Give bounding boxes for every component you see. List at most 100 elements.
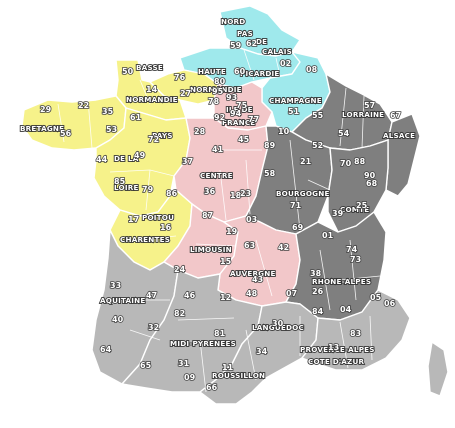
department-number-89: 89 — [264, 141, 276, 150]
department-number-84: 84 — [312, 307, 324, 316]
department-number-05: 05 — [370, 293, 382, 302]
label-poitou: POITOU — [142, 213, 174, 222]
department-number-62: 62 — [246, 39, 257, 48]
department-number-61: 61 — [130, 113, 142, 122]
department-number-07: 07 — [286, 289, 297, 298]
department-number-18: 18 — [230, 191, 242, 200]
department-number-94: 94 — [230, 109, 242, 118]
department-number-81: 81 — [214, 329, 226, 338]
label-auvergne: AUVERGNE — [230, 269, 276, 278]
department-number-64: 64 — [100, 345, 112, 354]
department-number-15: 15 — [220, 257, 232, 266]
department-number-70: 70 — [340, 159, 352, 168]
department-number-45: 45 — [238, 135, 250, 144]
label-de-la: DE LA — [114, 154, 139, 163]
department-number-79: 79 — [142, 185, 154, 194]
department-number-34: 34 — [256, 347, 268, 356]
department-number-95: 95 — [212, 87, 224, 96]
department-number-03: 03 — [246, 215, 257, 224]
department-number-14: 14 — [146, 85, 158, 94]
department-number-11: 11 — [222, 363, 234, 372]
department-number-68: 68 — [366, 179, 378, 188]
department-number-57: 57 — [364, 101, 375, 110]
department-number-23: 23 — [240, 189, 251, 198]
department-number-77: 77 — [248, 115, 259, 124]
label-picardie: PICARDIE — [240, 69, 279, 78]
department-number-26: 26 — [312, 287, 324, 296]
label-nord: NORD — [221, 17, 245, 26]
label-lorraine: LORRAINE — [342, 110, 384, 119]
department-number-53: 53 — [106, 125, 117, 134]
department-number-43: 43 — [252, 275, 263, 284]
department-number-52: 52 — [312, 141, 323, 150]
department-number-42: 42 — [278, 243, 289, 252]
department-borders — [57, 49, 381, 393]
department-number-22: 22 — [78, 101, 89, 110]
label-haute: HAUTE — [198, 67, 226, 76]
label-pas: PAS — [237, 29, 253, 38]
department-number-73: 73 — [350, 255, 361, 264]
label-comte: COMTE — [340, 205, 369, 214]
department-number-47: 47 — [146, 291, 157, 300]
label-ile-de: ILE DE — [226, 105, 253, 114]
department-number-33: 33 — [110, 281, 121, 290]
department-number-09: 09 — [184, 373, 196, 382]
department-number-50: 50 — [122, 67, 134, 76]
department-number-86: 86 — [166, 189, 178, 198]
department-number-44: 44 — [96, 155, 108, 164]
department-number-39: 39 — [332, 209, 344, 218]
department-number-63: 63 — [244, 241, 255, 250]
label-normandie-h: NORMANDIE — [190, 85, 242, 94]
region-franche-comte — [327, 139, 389, 233]
department-number-30: 30 — [272, 319, 284, 328]
department-number-32: 32 — [148, 323, 159, 332]
department-number-35: 35 — [102, 107, 114, 116]
department-number-82: 82 — [174, 309, 185, 318]
department-number-51: 51 — [288, 107, 300, 116]
region-alsace — [385, 113, 421, 197]
label-calais: CALAIS — [262, 47, 292, 56]
label-alsace: ALSACE — [383, 131, 415, 140]
department-number-19: 19 — [226, 227, 238, 236]
label-midi-pyrenees: MIDI-PYRENEES — [170, 339, 236, 348]
department-number-75: 75 — [236, 101, 248, 110]
department-number-40: 40 — [112, 315, 124, 324]
label-bretagne: BRETAGNE — [20, 124, 64, 133]
department-number-69: 69 — [292, 223, 304, 232]
department-number-59: 59 — [230, 41, 242, 50]
department-number-65: 65 — [140, 361, 152, 370]
department-number-10: 10 — [278, 127, 290, 136]
department-number-06: 06 — [384, 299, 396, 308]
department-number-56: 56 — [60, 129, 72, 138]
department-number-25: 25 — [356, 201, 368, 210]
department-number-01: 01 — [322, 231, 334, 240]
department-number-83: 83 — [350, 329, 361, 338]
department-number-58: 58 — [264, 169, 276, 178]
department-number-12: 12 — [220, 293, 231, 302]
label-bourgogne: BOURGOGNE — [276, 189, 330, 198]
region-labels: NORD PAS DE CALAIS HAUTE NORMANDIE PICAR… — [19, 16, 416, 381]
department-number-17: 17 — [128, 215, 139, 224]
department-number-78: 78 — [208, 97, 220, 106]
department-number-54: 54 — [338, 129, 350, 138]
region-corse — [427, 341, 449, 397]
department-number-60: 60 — [234, 67, 246, 76]
department-number-21: 21 — [300, 157, 312, 166]
department-number-16: 16 — [160, 223, 172, 232]
department-number-29: 29 — [40, 105, 52, 114]
department-number-08: 08 — [306, 65, 318, 74]
label-provence: PROVENCE-ALPES — [300, 345, 375, 354]
label-limousin: LIMOUSIN — [190, 245, 232, 254]
department-number-37: 37 — [182, 157, 193, 166]
label-normandie-b: NORMANDIE — [126, 95, 178, 104]
label-france: FRANCE — [222, 118, 255, 127]
region-provence — [301, 289, 411, 371]
label-rhone-alpes: RHONE-ALPES — [312, 277, 371, 286]
label-centre: CENTRE — [200, 171, 233, 180]
department-number-71: 71 — [290, 201, 302, 210]
department-number-80: 80 — [214, 77, 226, 86]
department-number-36: 36 — [204, 187, 216, 196]
label-roussillon: ROUSSILLON — [212, 371, 265, 380]
